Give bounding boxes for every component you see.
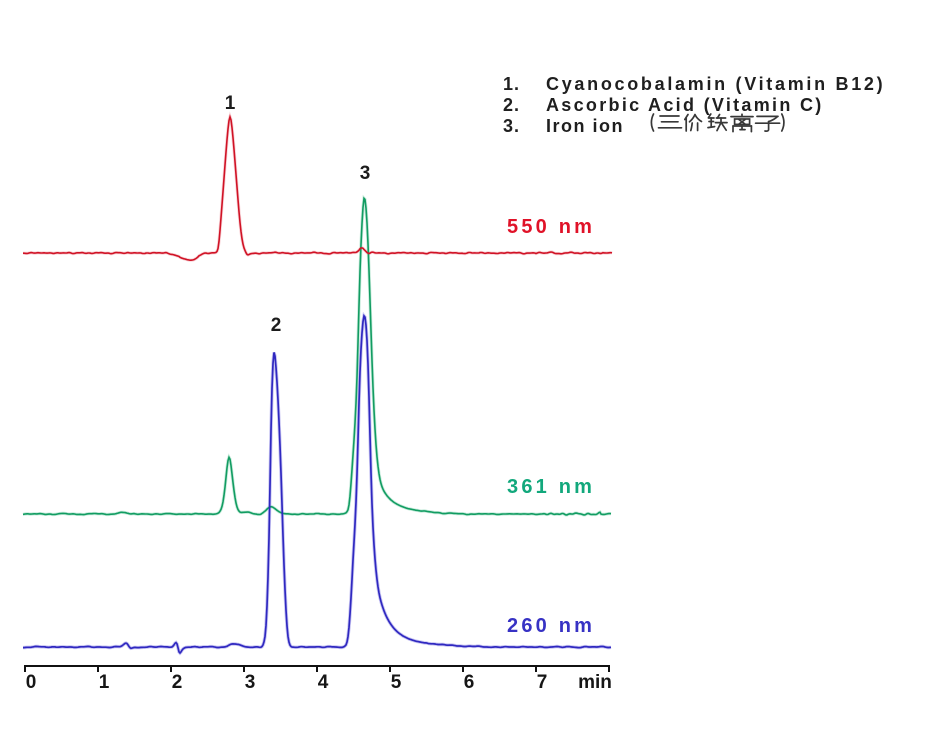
svg-text:4: 4	[318, 672, 329, 693]
svg-text:7: 7	[537, 672, 548, 693]
svg-text:Ascorbic Acid (Vitamin C): Ascorbic Acid (Vitamin C)	[546, 95, 824, 115]
svg-text:1: 1	[225, 93, 236, 114]
svg-text:2.: 2.	[503, 95, 520, 115]
svg-text:361 nm: 361 nm	[507, 476, 595, 498]
svg-text:5: 5	[391, 672, 402, 693]
svg-text:Cyanocobalamin (Vitamin B12): Cyanocobalamin (Vitamin B12)	[546, 74, 885, 94]
svg-text:min: min	[578, 672, 612, 693]
svg-text:3: 3	[245, 672, 256, 693]
svg-text:3.: 3.	[503, 116, 520, 136]
svg-text:6: 6	[464, 672, 475, 693]
svg-text:Iron ion: Iron ion	[546, 116, 624, 136]
svg-text:1.: 1.	[503, 74, 520, 94]
svg-text:0: 0	[26, 672, 37, 693]
svg-text:1: 1	[99, 672, 110, 693]
svg-text:2: 2	[172, 672, 183, 693]
svg-text:3: 3	[360, 163, 371, 184]
svg-text:2: 2	[271, 315, 282, 336]
svg-text:260 nm: 260 nm	[507, 615, 595, 637]
svg-text:550 nm: 550 nm	[507, 216, 595, 238]
